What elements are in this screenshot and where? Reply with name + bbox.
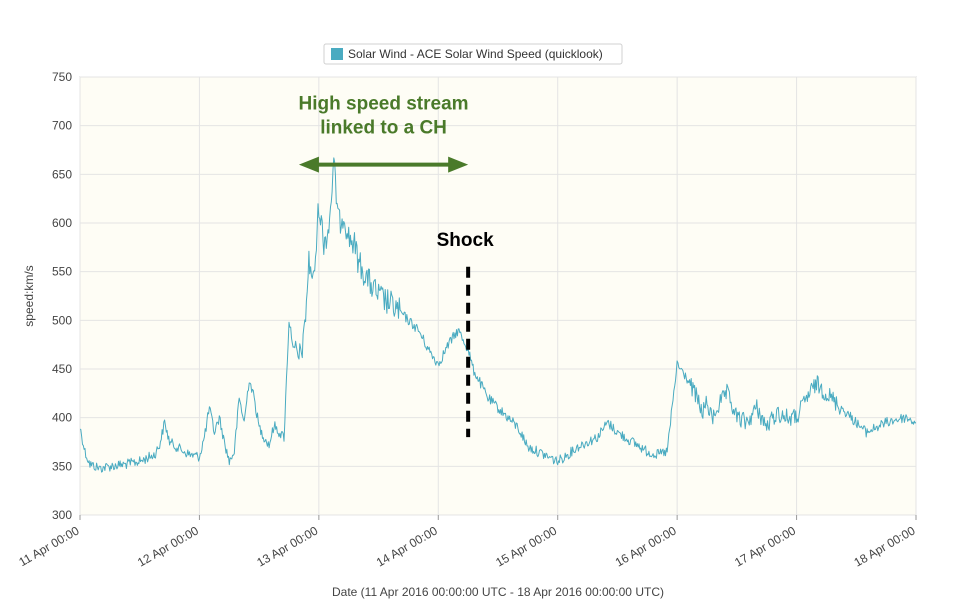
y-tick-label: 750 xyxy=(52,70,72,84)
x-tick-label: 13 Apr 00:00 xyxy=(254,523,320,569)
y-tick-label: 650 xyxy=(52,167,72,181)
y-tick-label: 700 xyxy=(52,119,72,133)
arrow-head-left xyxy=(298,156,319,173)
y-tick-label: 600 xyxy=(52,216,72,230)
series-layer xyxy=(80,157,916,473)
legend-swatch xyxy=(331,48,343,60)
y-axis: 300 350 400 450 500 550 600 650 700 750 xyxy=(52,70,72,522)
x-tick-label: 16 Apr 00:00 xyxy=(613,523,679,569)
y-tick-label: 400 xyxy=(52,411,72,425)
series-line[interactable] xyxy=(80,157,916,473)
x-tick-label: 17 Apr 00:00 xyxy=(732,523,798,569)
x-tick-label: 18 Apr 00:00 xyxy=(852,523,918,569)
x-tick-label: 15 Apr 00:00 xyxy=(493,523,559,569)
shock-label: Shock xyxy=(437,230,494,251)
y-tick-label: 450 xyxy=(52,362,72,376)
plot-area xyxy=(79,76,917,516)
x-axis-title: Date (11 Apr 2016 00:00:00 UTC - 18 Apr … xyxy=(332,585,664,599)
y-tick-label: 300 xyxy=(52,508,72,522)
legend-box xyxy=(323,43,623,65)
high-speed-stream-annotation: High speed stream linked to a CH xyxy=(299,94,469,173)
y-tick-label: 500 xyxy=(52,313,72,327)
annotation-text-line1: High speed stream xyxy=(299,94,469,115)
x-axis: 11 Apr 00:00 12 Apr 00:00 13 Apr 00:00 14 A… xyxy=(16,515,918,570)
annotation-text-line2: linked to a CH xyxy=(320,118,447,139)
y-axis-title: speed:km/s xyxy=(22,265,36,326)
arrow-head-right xyxy=(448,156,469,173)
x-tick-label: 11 Apr 00:00 xyxy=(16,523,81,569)
shock-annotation: Shock xyxy=(437,230,494,438)
y-tick-label: 550 xyxy=(52,265,72,279)
y-tick-label: 350 xyxy=(52,459,72,473)
x-tick-label: 12 Apr 00:00 xyxy=(135,523,201,569)
legend[interactable]: Solar Wind - ACE Solar Wind Speed (quick… xyxy=(323,43,623,65)
legend-label: Solar Wind - ACE Solar Wind Speed (quick… xyxy=(348,47,603,61)
x-tick-label: 14 Apr 00:00 xyxy=(374,523,440,569)
annotations: High speed stream linked to a CH Shock xyxy=(299,94,494,438)
